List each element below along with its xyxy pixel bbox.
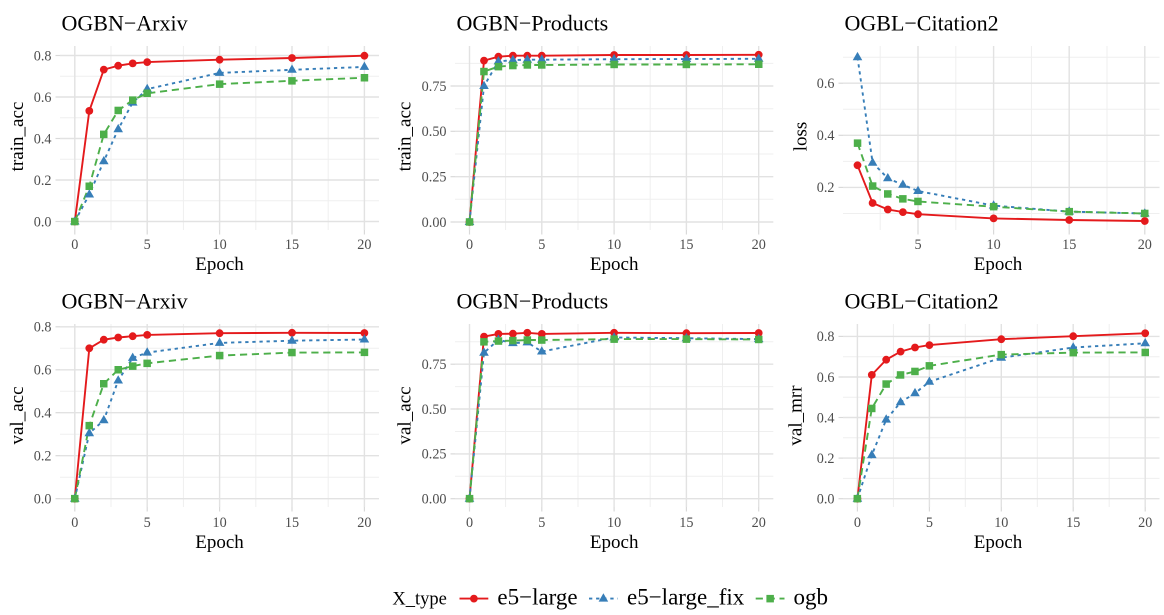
svg-text:0.2: 0.2 bbox=[817, 180, 835, 196]
svg-text:0: 0 bbox=[466, 515, 473, 531]
svg-text:0.2: 0.2 bbox=[817, 451, 835, 467]
svg-text:0.0: 0.0 bbox=[34, 492, 52, 508]
svg-text:0.2: 0.2 bbox=[34, 173, 52, 189]
svg-text:0: 0 bbox=[854, 515, 861, 531]
svg-text:e5−large: e5−large bbox=[497, 584, 577, 609]
svg-text:0.50: 0.50 bbox=[422, 124, 447, 140]
svg-text:5: 5 bbox=[926, 515, 933, 531]
svg-text:20: 20 bbox=[357, 515, 371, 531]
svg-text:0.8: 0.8 bbox=[817, 329, 835, 345]
svg-text:5: 5 bbox=[538, 515, 545, 531]
svg-text:10: 10 bbox=[607, 237, 621, 253]
svg-text:0.4: 0.4 bbox=[817, 128, 835, 144]
svg-text:20: 20 bbox=[752, 515, 766, 531]
svg-text:5: 5 bbox=[538, 237, 545, 253]
svg-text:0.4: 0.4 bbox=[34, 131, 52, 147]
svg-text:15: 15 bbox=[285, 515, 299, 531]
svg-text:15: 15 bbox=[285, 237, 299, 253]
svg-text:20: 20 bbox=[357, 237, 371, 253]
svg-text:15: 15 bbox=[1066, 515, 1080, 531]
svg-text:0.25: 0.25 bbox=[422, 447, 447, 463]
svg-text:0.6: 0.6 bbox=[817, 76, 835, 92]
svg-text:train_acc: train_acc bbox=[395, 102, 416, 172]
svg-text:X_type: X_type bbox=[392, 589, 446, 609]
svg-text:Epoch: Epoch bbox=[590, 254, 639, 275]
svg-text:0.8: 0.8 bbox=[34, 48, 52, 64]
svg-text:15: 15 bbox=[1062, 237, 1076, 253]
svg-text:5: 5 bbox=[914, 237, 921, 253]
svg-text:val_mrr: val_mrr bbox=[786, 385, 807, 446]
svg-text:Epoch: Epoch bbox=[974, 254, 1023, 275]
svg-text:20: 20 bbox=[1138, 515, 1152, 531]
svg-text:0: 0 bbox=[71, 515, 78, 531]
svg-text:0.4: 0.4 bbox=[817, 410, 835, 426]
svg-text:0.2: 0.2 bbox=[34, 449, 52, 465]
svg-text:0: 0 bbox=[71, 237, 78, 253]
svg-text:20: 20 bbox=[752, 237, 766, 253]
svg-text:10: 10 bbox=[994, 515, 1008, 531]
svg-text:10: 10 bbox=[213, 237, 227, 253]
svg-text:0.6: 0.6 bbox=[34, 363, 52, 379]
svg-text:0.00: 0.00 bbox=[422, 215, 447, 231]
svg-text:Epoch: Epoch bbox=[974, 532, 1023, 553]
svg-text:train_acc: train_acc bbox=[7, 102, 28, 172]
svg-text:0.50: 0.50 bbox=[422, 402, 447, 418]
svg-text:10: 10 bbox=[213, 515, 227, 531]
svg-text:val_acc: val_acc bbox=[395, 386, 416, 444]
svg-text:0.0: 0.0 bbox=[817, 492, 835, 508]
svg-text:15: 15 bbox=[679, 237, 693, 253]
svg-text:0.8: 0.8 bbox=[34, 320, 52, 336]
svg-text:Epoch: Epoch bbox=[195, 254, 244, 275]
svg-text:20: 20 bbox=[1138, 237, 1152, 253]
svg-text:0.6: 0.6 bbox=[817, 370, 835, 386]
svg-text:val_acc: val_acc bbox=[7, 386, 28, 444]
svg-text:0.6: 0.6 bbox=[34, 90, 52, 106]
svg-text:OGBL−Citation2: OGBL−Citation2 bbox=[845, 11, 999, 36]
svg-text:0.75: 0.75 bbox=[422, 79, 447, 95]
svg-text:OGBN−Arxiv: OGBN−Arxiv bbox=[62, 288, 188, 313]
svg-text:OGBN−Products: OGBN−Products bbox=[457, 288, 609, 313]
svg-text:0.00: 0.00 bbox=[422, 492, 447, 508]
svg-text:Epoch: Epoch bbox=[590, 532, 639, 553]
svg-text:loss: loss bbox=[791, 122, 812, 152]
svg-text:0: 0 bbox=[466, 237, 473, 253]
svg-text:0.75: 0.75 bbox=[422, 357, 447, 373]
svg-text:10: 10 bbox=[987, 237, 1001, 253]
svg-text:e5−large_fix: e5−large_fix bbox=[627, 584, 745, 609]
svg-text:0.25: 0.25 bbox=[422, 170, 447, 186]
svg-text:0.0: 0.0 bbox=[34, 214, 52, 230]
svg-text:10: 10 bbox=[607, 515, 621, 531]
svg-text:ogb: ogb bbox=[794, 584, 829, 609]
svg-text:Epoch: Epoch bbox=[195, 532, 244, 553]
svg-text:OGBN−Arxiv: OGBN−Arxiv bbox=[62, 11, 188, 36]
svg-text:5: 5 bbox=[144, 237, 151, 253]
svg-text:0.4: 0.4 bbox=[34, 406, 52, 422]
svg-text:5: 5 bbox=[144, 515, 151, 531]
svg-text:OGBN−Products: OGBN−Products bbox=[457, 11, 609, 36]
svg-text:OGBL−Citation2: OGBL−Citation2 bbox=[845, 288, 999, 313]
svg-text:15: 15 bbox=[679, 515, 693, 531]
